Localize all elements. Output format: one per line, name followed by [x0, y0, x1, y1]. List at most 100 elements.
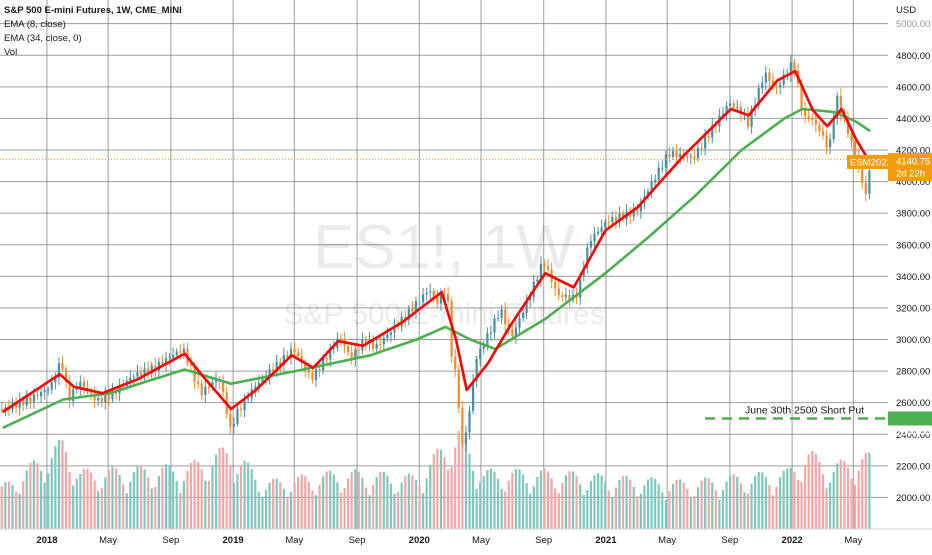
candle-body [457, 369, 460, 408]
time-tick-label: May [658, 535, 676, 546]
price-tick-label: 4600.00 [896, 82, 930, 93]
time-axis[interactable]: 2018 May Sep 2019 May Sep 2020 May Sep 2021 May Sep… [0, 528, 932, 550]
volume-bar [275, 478, 278, 529]
volume-bar [704, 477, 707, 529]
candle-body [486, 333, 489, 347]
volume-bar [532, 486, 535, 529]
indicator-volume[interactable]: Vol [4, 47, 17, 58]
candle-body [239, 408, 243, 411]
candle-body [518, 318, 521, 328]
candle-body [161, 361, 164, 365]
candle-body [357, 349, 360, 351]
volume-bar [807, 454, 810, 529]
candle-body [236, 408, 239, 424]
volume-bar [853, 484, 857, 529]
volume-bar [314, 495, 318, 529]
candle-body [768, 72, 771, 81]
volume-bar [282, 489, 285, 529]
price-tick-label: 4400.00 [896, 114, 930, 125]
candle-body [529, 297, 532, 301]
volume-bar [689, 497, 692, 529]
volume-bar [129, 481, 132, 529]
volume-bar [247, 462, 250, 529]
volume-bar [589, 481, 593, 529]
short-put-price-tag: 2500.00 [888, 411, 932, 439]
price-tag-symbol-background [847, 155, 888, 169]
candle-body [89, 391, 93, 394]
candle-body [407, 308, 410, 320]
volume-bar [661, 492, 664, 529]
candle-body [614, 216, 617, 222]
volume-bar [61, 440, 64, 529]
last-price-tag: ESM2022 4140.75 2d 22h [847, 153, 932, 181]
candle-body [721, 113, 725, 116]
volume-bar [214, 454, 218, 529]
volume-bar [307, 481, 310, 529]
volume-bar [254, 479, 257, 529]
candle-body [729, 103, 732, 106]
candle-body [325, 358, 328, 360]
candle-body [389, 332, 393, 335]
candle-body [61, 363, 64, 370]
candle-body [650, 181, 653, 192]
volume-bar [350, 471, 353, 529]
candle-body [661, 167, 664, 169]
volume-bar [629, 479, 632, 529]
candle-body [386, 334, 389, 339]
volume-bar [625, 475, 628, 529]
price-tick-label: 3800.00 [896, 209, 930, 220]
volume-bar [368, 495, 371, 529]
volume-bar [429, 464, 432, 529]
candle-body [432, 291, 435, 298]
indicator-ema-34[interactable]: EMA (34, close, 0) [4, 33, 82, 44]
candle-body [132, 376, 135, 378]
volume-bar [261, 496, 264, 529]
volume-bar [464, 439, 468, 529]
volume-bar [743, 492, 746, 529]
candle-body [504, 309, 507, 325]
candle-body [229, 413, 232, 427]
candle-body [482, 346, 485, 349]
volume-bar [379, 472, 382, 529]
volume-bar [425, 478, 428, 529]
candle-body [179, 351, 182, 353]
volume-bar [336, 482, 339, 529]
price-tick-label: 3600.00 [896, 240, 930, 251]
candle-body [364, 339, 368, 344]
volume-bar [232, 483, 235, 529]
candle-body [707, 136, 710, 138]
candle-body [300, 356, 303, 363]
candle-body [222, 382, 225, 392]
volume-bar [118, 474, 121, 529]
candle-body [189, 363, 193, 366]
price-axis[interactable]: USD 2000.00 2200.00 2400.00 2600.00 2800.00 3… [888, 0, 932, 529]
volume-bar [332, 474, 335, 529]
volume-bar [364, 487, 368, 529]
volume-bar [300, 474, 303, 529]
volume-bar [593, 475, 596, 529]
volume-bar [150, 488, 153, 529]
volume-bar [518, 469, 521, 529]
candle-body [0, 408, 3, 410]
candle-body [554, 281, 557, 289]
volume-bar [329, 470, 332, 529]
indicator-ema-8[interactable]: EMA (8, close) [4, 19, 66, 30]
candle-body [543, 263, 546, 266]
candle-body [771, 80, 775, 87]
candle-body [700, 148, 703, 150]
candle-body [50, 382, 53, 390]
candle-body [136, 372, 139, 377]
volume-bar [496, 478, 500, 529]
symbol-title: S&P 500 E-mini Futures, 1W, CME_MINI [4, 5, 182, 16]
candle-body [22, 399, 25, 406]
volume-bar [596, 473, 600, 529]
volume-bar [411, 475, 414, 529]
candle-body [18, 399, 21, 408]
volume-bar [250, 469, 253, 529]
candle-body [693, 156, 696, 159]
volume-bar [746, 493, 750, 529]
candle-body [39, 391, 43, 397]
candle-body [72, 389, 75, 402]
price-tag-value: 4140.75 [896, 157, 930, 168]
